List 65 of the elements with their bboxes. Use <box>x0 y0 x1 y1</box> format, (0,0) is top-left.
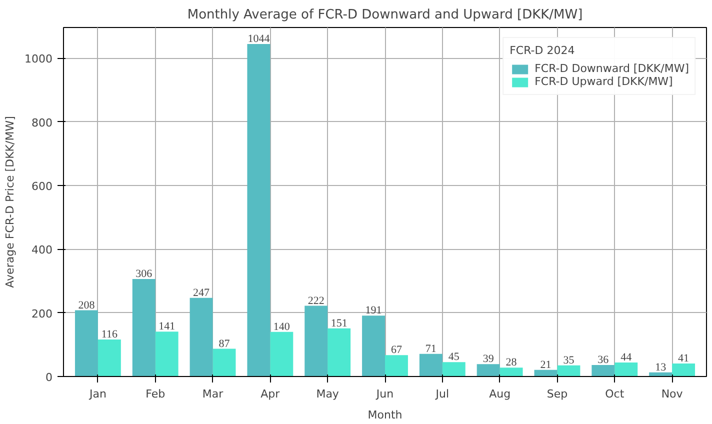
data-label: 1044 <box>248 33 270 46</box>
data-label: 39 <box>482 353 494 366</box>
bar <box>328 328 351 376</box>
data-label: 247 <box>193 286 210 299</box>
bar <box>476 364 500 376</box>
data-label: 21 <box>540 358 552 371</box>
y-tick-label: 1000 <box>24 52 53 66</box>
bar <box>592 365 615 376</box>
bar <box>442 362 466 376</box>
data-label: 222 <box>308 294 324 307</box>
x-tick-label: Jun <box>375 388 394 400</box>
data-label: 13 <box>655 361 667 374</box>
data-label: 87 <box>218 338 230 350</box>
data-label: 28 <box>506 356 518 369</box>
x-tick-label: Mar <box>202 388 224 400</box>
x-tick-label: Jan <box>88 388 106 400</box>
data-label: 41 <box>678 352 690 364</box>
data-label: 35 <box>563 354 575 366</box>
bar <box>132 279 156 376</box>
x-tick-label: Aug <box>489 388 511 400</box>
x-tick-label: Apr <box>260 388 280 400</box>
bar <box>98 340 121 376</box>
data-label: 140 <box>273 320 290 333</box>
x-tick-label: Feb <box>146 388 166 400</box>
bar <box>247 44 270 376</box>
x-tick-label: Sep <box>546 388 568 400</box>
y-axis-title: Average FCR-D Price [DKK/MW] <box>4 116 17 288</box>
data-label: 44 <box>620 351 632 364</box>
x-tick-label: Jul <box>434 388 450 400</box>
bar <box>419 354 442 376</box>
x-tick-label: Nov <box>661 388 684 400</box>
y-tick-label: 200 <box>32 307 53 320</box>
bar <box>500 368 523 376</box>
x-axis-title: Month <box>368 408 402 422</box>
data-label: 141 <box>158 320 176 333</box>
data-label: 36 <box>598 354 610 366</box>
bar <box>190 298 213 376</box>
bar <box>385 355 408 376</box>
legend-title: FCR-D 2024 <box>510 44 576 57</box>
bar <box>614 362 638 376</box>
x-tick-label: Oct <box>605 388 625 400</box>
data-label: 208 <box>78 299 96 312</box>
bar <box>557 365 580 376</box>
chart-title: Monthly Average of FCR-D Downward and Upward [DKK/MW] <box>187 8 583 22</box>
data-label: 306 <box>136 268 153 280</box>
legend-label: FCR-D Upward [DKK/MW] <box>534 75 673 88</box>
bar <box>270 332 294 376</box>
bar <box>74 310 98 376</box>
y-tick-label: 600 <box>32 180 53 193</box>
data-label: 191 <box>365 304 382 317</box>
legend-label: FCR-D Downward [DKK/MW] <box>534 62 689 75</box>
bar <box>304 306 328 376</box>
bar <box>155 332 178 376</box>
data-label: 151 <box>330 317 348 330</box>
data-label: 71 <box>425 342 436 355</box>
y-tick-label: 400 <box>32 244 53 257</box>
data-label: 116 <box>101 328 118 341</box>
bar <box>362 316 385 376</box>
data-label: 67 <box>390 344 402 356</box>
x-tick-label: May <box>316 388 340 400</box>
y-tick-label: 0 <box>46 371 52 384</box>
data-label: 45 <box>448 351 460 364</box>
bar <box>212 348 236 376</box>
bar <box>672 363 696 376</box>
y-tick-label: 800 <box>32 116 53 130</box>
